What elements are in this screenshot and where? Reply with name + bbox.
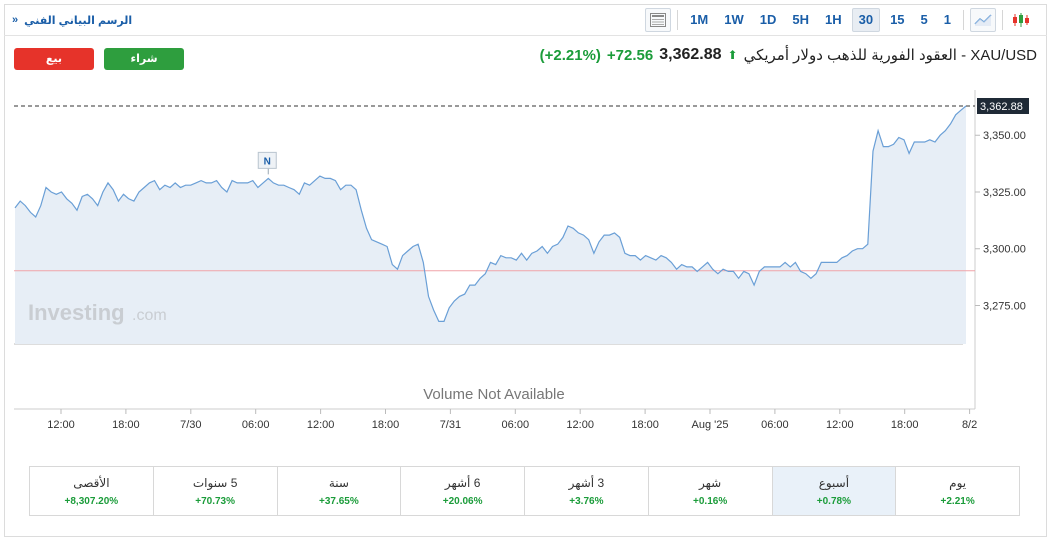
timeframe-button-15[interactable]: 15 bbox=[890, 12, 905, 27]
performance-period-label: 5 سنوات bbox=[192, 475, 238, 490]
chart-toolbar: » الرسم البياني الفني 1M 1W 1D 5H 1H 30 15 5 1 bbox=[4, 4, 1047, 36]
x-tick-label: Aug '25 bbox=[692, 419, 729, 431]
news-marker-label: N bbox=[264, 156, 271, 167]
technical-chart-title: الرسم البياني الفني bbox=[24, 14, 133, 27]
layout-icon bbox=[650, 13, 667, 27]
technical-chart-link[interactable]: » الرسم البياني الفني bbox=[12, 4, 132, 36]
line-chart-icon bbox=[974, 14, 992, 26]
performance-cell[interactable]: 5 سنوات +70.73% bbox=[152, 467, 277, 515]
performance-value: +3.76% bbox=[569, 495, 604, 507]
performance-value: +0.16% bbox=[693, 495, 728, 507]
performance-period-label: الأقصى bbox=[73, 475, 110, 490]
x-tick-label: 12:00 bbox=[47, 419, 75, 431]
timeframe-button-30[interactable]: 30 bbox=[851, 8, 881, 32]
performance-cell[interactable]: أسبوع +0.78% bbox=[771, 467, 896, 515]
last-price-label-box bbox=[977, 98, 1029, 114]
chart-widget-frame bbox=[4, 4, 1047, 537]
double-chevron-icon: » bbox=[12, 14, 19, 26]
x-tick-label: 8/2 bbox=[962, 419, 977, 431]
line-chart-button[interactable] bbox=[970, 8, 996, 32]
x-tick-label: 7/31 bbox=[440, 419, 461, 431]
toolbar-divider bbox=[963, 10, 964, 30]
y-tick-label: 3,325.00 bbox=[983, 187, 1026, 199]
performance-value: +0.78% bbox=[816, 495, 851, 507]
performance-value: +70.73% bbox=[195, 495, 235, 507]
last-price-label: 3,362.88 bbox=[980, 101, 1023, 113]
timeframe-button-5[interactable]: 5 bbox=[920, 12, 928, 27]
toolbar-divider bbox=[1002, 10, 1003, 30]
performance-cell[interactable]: سنة +37.65% bbox=[276, 467, 401, 515]
performance-cell[interactable]: 3 أشهر +3.76% bbox=[524, 467, 648, 515]
x-tick-label: 06:00 bbox=[761, 419, 789, 431]
last-price: 3,362.88 bbox=[659, 46, 722, 63]
timeframe-button-1h[interactable]: 1H bbox=[824, 12, 842, 27]
x-tick-label: 12:00 bbox=[826, 419, 854, 431]
x-tick-label: 06:00 bbox=[242, 419, 270, 431]
performance-period-label: 3 أشهر bbox=[568, 475, 605, 490]
performance-cell[interactable]: يوم +2.21% bbox=[895, 467, 1019, 515]
toolbar-divider bbox=[677, 10, 679, 30]
x-tick-label: 06:00 bbox=[502, 419, 530, 431]
timeframe-buttons: 1M 1W 1D 5H 1H 30 15 5 1 bbox=[684, 8, 957, 32]
timeframe-button-1w[interactable]: 1W bbox=[724, 12, 744, 27]
timeframe-bar: 1M 1W 1D 5H 1H 30 15 5 1 bbox=[645, 4, 1033, 36]
x-tick-label: 7/30 bbox=[180, 419, 201, 431]
performance-period-label: يوم bbox=[949, 475, 967, 490]
investing-watermark-suffix: .com bbox=[132, 307, 167, 324]
axes: 3,362.88 3,275.00 3,300.00 3,325.00 3,350.00… bbox=[47, 98, 1029, 431]
performance-value: +37.65% bbox=[318, 495, 359, 507]
candlestick-chart-button[interactable] bbox=[1009, 9, 1033, 31]
price-chart[interactable]: Investing .com Volume Not Available 3,36… bbox=[0, 0, 1055, 460]
volume-not-available-text: Volume Not Available bbox=[423, 386, 564, 403]
instrument-header: XAU/USD - العقود الفورية للذهب دولار أمر… bbox=[540, 46, 1037, 64]
performance-period-label: شهر bbox=[699, 475, 722, 490]
y-tick-label: 3,350.00 bbox=[983, 130, 1026, 142]
y-tick-label: 3,275.00 bbox=[983, 301, 1026, 313]
instrument-name: XAU/USD - العقود الفورية للذهب دولار أمر… bbox=[743, 47, 1037, 64]
price-area-fill bbox=[15, 106, 966, 344]
x-tick-label: 12:00 bbox=[307, 419, 335, 431]
performance-period-label: أسبوع bbox=[818, 475, 850, 490]
investing-watermark: Investing bbox=[28, 300, 125, 325]
y-tick-label: 3,300.00 bbox=[983, 244, 1026, 256]
candlestick-chart-icon bbox=[1013, 13, 1029, 27]
performance-value: +8,307.20% bbox=[64, 495, 119, 507]
x-tick-label: 12:00 bbox=[566, 419, 594, 431]
news-marker[interactable]: N bbox=[257, 151, 277, 175]
plot-area bbox=[14, 105, 975, 344]
price-line bbox=[14, 105, 967, 322]
timeframe-button-1m[interactable]: 1M bbox=[690, 12, 709, 27]
performance-summary: يوم +2.21% أسبوع +0.78% شهر +0.16% 3 أشهر +3.76… bbox=[29, 466, 1020, 516]
news-marker-box bbox=[257, 151, 277, 169]
x-tick-label: 18:00 bbox=[112, 419, 140, 431]
buy-button[interactable]: شراء bbox=[104, 48, 184, 70]
timeframe-button-1d[interactable]: 1D bbox=[759, 12, 777, 27]
x-tick-label: 18:00 bbox=[372, 419, 400, 431]
price-change-percent: (+2.21%) bbox=[539, 46, 601, 64]
up-arrow-icon: ⬆ bbox=[727, 48, 738, 62]
x-tick-label: 18:00 bbox=[891, 419, 919, 431]
performance-period-label: 6 أشهر bbox=[444, 475, 481, 490]
performance-cell[interactable]: شهر +0.16% bbox=[647, 467, 772, 515]
performance-value: +20.06% bbox=[442, 495, 483, 507]
x-tick-label: 18:00 bbox=[631, 419, 659, 431]
performance-period-label: سنة bbox=[328, 475, 349, 490]
timeframe-button-1[interactable]: 1 bbox=[943, 12, 951, 27]
timeframe-button-5h[interactable]: 5H bbox=[792, 12, 809, 27]
performance-cell[interactable]: الأقصى +8,307.20% bbox=[30, 467, 153, 515]
performance-value: +2.21% bbox=[940, 495, 975, 507]
performance-cell[interactable]: 6 أشهر +20.06% bbox=[400, 467, 524, 515]
price-change: +72.56 bbox=[606, 46, 654, 64]
layout-button[interactable] bbox=[645, 8, 672, 32]
sell-button[interactable]: بيع bbox=[14, 48, 94, 70]
